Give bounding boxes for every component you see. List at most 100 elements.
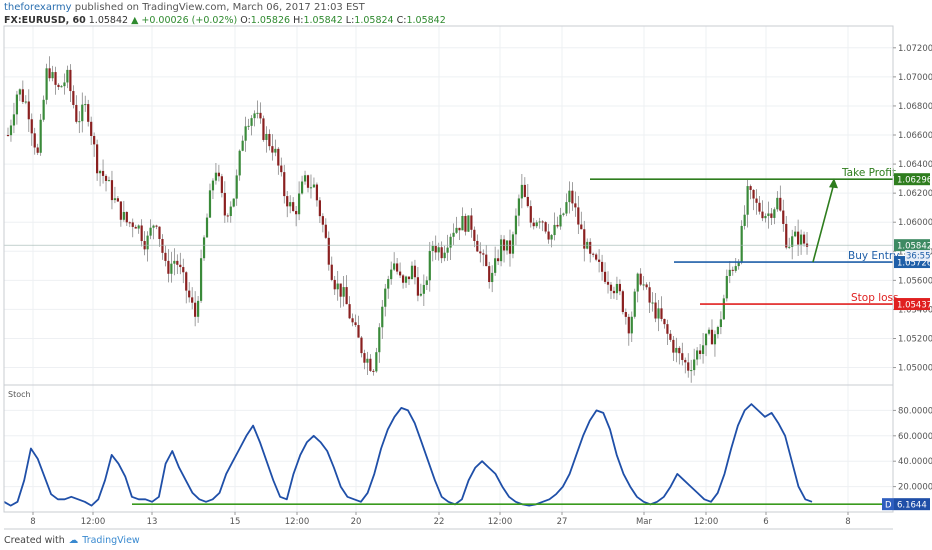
- price-tick-label: 1.07200: [898, 44, 932, 54]
- candle-body: [452, 232, 455, 237]
- candle-body: [51, 72, 54, 79]
- publish-text: published on TradingView.com, March 06, …: [74, 2, 365, 13]
- candle-body: [217, 172, 220, 177]
- open-value: 1.05826: [250, 15, 291, 26]
- candle-body: [93, 135, 96, 145]
- publish-info: theforexarmy published on TradingView.co…: [4, 2, 365, 13]
- candle-body: [339, 283, 342, 297]
- candle-body: [704, 333, 708, 346]
- candle-body: [627, 316, 630, 334]
- candle-body: [684, 359, 687, 363]
- candle-body: [158, 226, 161, 240]
- candle-body: [27, 101, 30, 120]
- candle-body: [458, 227, 461, 231]
- candle-body: [612, 290, 616, 294]
- candle-body: [134, 226, 137, 229]
- candle-body: [96, 144, 99, 174]
- candle-body: [12, 114, 16, 126]
- symbol-info: FX:EURUSD, 60 1.05842 ▲ +0.00026 (+0.02%…: [4, 15, 446, 26]
- candle-body: [770, 213, 773, 218]
- x-tick-label: 12:00: [285, 517, 310, 527]
- candle-body: [494, 258, 497, 273]
- candle-body: [199, 258, 203, 301]
- candle-body: [208, 190, 212, 218]
- tradingview-logo-icon: ☁: [68, 535, 79, 546]
- candle-body: [776, 197, 779, 210]
- candle-body: [764, 215, 767, 219]
- stoch-tick-label: 40.0000: [898, 457, 932, 467]
- candle-body: [615, 283, 619, 294]
- candle-body: [603, 271, 607, 282]
- candle-body: [722, 298, 725, 320]
- candle-body: [553, 224, 556, 236]
- candle-body: [155, 225, 158, 227]
- candle-body: [431, 245, 434, 251]
- candle-body: [289, 202, 292, 207]
- candle-body: [33, 133, 36, 148]
- candle-body: [752, 189, 755, 199]
- candle-body: [473, 229, 476, 241]
- candle-body: [479, 251, 482, 254]
- candle-body: [259, 112, 262, 119]
- author-link[interactable]: theforexarmy: [4, 2, 72, 13]
- stop-loss-label: Stop loss: [851, 292, 899, 304]
- candle-body: [140, 225, 143, 242]
- candle-body: [696, 350, 699, 360]
- candle-body: [202, 237, 206, 259]
- candle-body: [333, 279, 336, 290]
- candle-body: [782, 210, 785, 224]
- candle-body: [75, 104, 78, 122]
- candle-body: [707, 329, 711, 334]
- candle-body: [223, 192, 226, 216]
- candle-body: [419, 293, 422, 296]
- x-tick-label: 12:00: [694, 517, 719, 527]
- price-tick-label: 1.05000: [898, 364, 932, 374]
- arrow-head-icon: [829, 178, 838, 189]
- candle-body: [636, 273, 639, 292]
- high-value: 1.05842: [303, 15, 343, 26]
- candle-body: [511, 234, 515, 254]
- candle-body: [271, 146, 274, 153]
- candle-body: [30, 119, 33, 134]
- created-with-text: Created with: [4, 535, 65, 546]
- candle-body: [440, 247, 443, 259]
- candle-body: [378, 327, 381, 353]
- take-profit-tag-bg: [894, 173, 930, 186]
- price-tick-label: 1.06600: [898, 131, 932, 141]
- tradingview-brand[interactable]: TradingView: [82, 535, 140, 546]
- chart-area[interactable]: Stoch Take Profit Buy Entry Stop loss 1.07…: [0, 0, 932, 530]
- candle-body: [508, 240, 512, 254]
- candle-body: [309, 187, 313, 189]
- candle-body: [110, 180, 114, 201]
- candle-body: [167, 260, 170, 274]
- candle-body: [318, 200, 321, 217]
- candle-body: [60, 86, 63, 88]
- candle-body: [648, 287, 651, 303]
- candle-body: [449, 236, 452, 248]
- candle-body: [690, 370, 693, 372]
- candle-body: [188, 290, 191, 298]
- buy-entry-label: Buy Entry: [848, 250, 899, 262]
- candle-body: [550, 235, 553, 240]
- candle-body: [330, 264, 333, 280]
- candle-body: [719, 319, 722, 327]
- candle-body: [675, 347, 678, 353]
- candle-body: [396, 263, 399, 272]
- candle-body: [381, 306, 384, 328]
- price-tick-label: 1.06000: [898, 218, 932, 228]
- candle-body: [678, 347, 681, 354]
- candle-body: [149, 227, 152, 236]
- candle-body: [345, 287, 348, 305]
- candle-body: [18, 89, 21, 95]
- candle-body: [425, 280, 428, 285]
- candle-body: [256, 112, 259, 114]
- candle-body: [547, 231, 550, 240]
- candle-body: [797, 231, 800, 245]
- candle-body: [90, 121, 93, 136]
- candle-body: [372, 370, 375, 372]
- candle-body: [734, 266, 737, 271]
- candle-body: [523, 184, 526, 197]
- footer: Created with ☁ TradingView: [4, 535, 140, 546]
- candle-body: [125, 211, 128, 223]
- candle-body: [66, 69, 69, 83]
